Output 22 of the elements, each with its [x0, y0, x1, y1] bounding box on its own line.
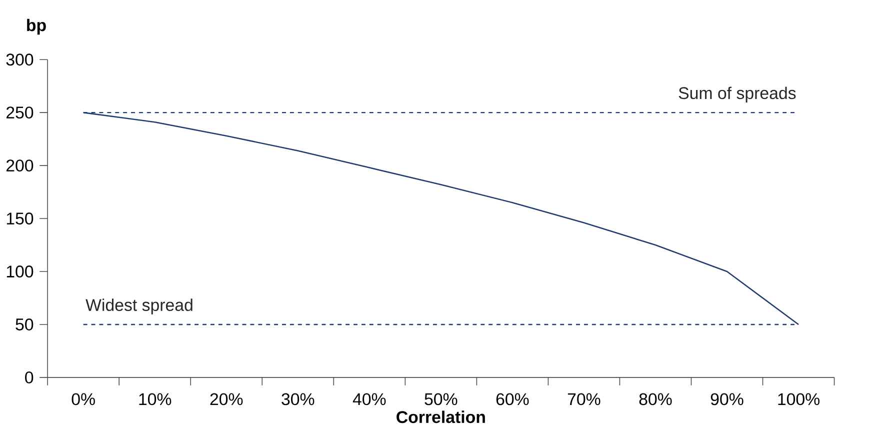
- x-tick-label: 60%: [496, 393, 529, 406]
- y-tick-label: 200: [6, 160, 34, 172]
- x-tick-label: 70%: [568, 393, 600, 406]
- ref-line-label: Widest spread: [86, 298, 192, 314]
- y-tick-label: 100: [6, 266, 34, 278]
- ref-line-label: Sum of spreads: [678, 86, 796, 102]
- y-tick-label: 250: [6, 106, 34, 119]
- y-axis-title: bp: [27, 18, 46, 35]
- x-tick-label: 10%: [139, 393, 172, 406]
- x-axis-title: Correlation: [396, 410, 485, 424]
- y-tick-label: 0: [25, 371, 34, 384]
- x-tick-label: 0%: [72, 393, 95, 406]
- x-tick-label: 100%: [778, 393, 820, 406]
- y-tick-label: 50: [16, 318, 34, 330]
- x-tick-label: 40%: [352, 393, 386, 406]
- x-tick-label: 50%: [424, 393, 458, 406]
- y-tick-label: 150: [6, 212, 34, 225]
- x-tick-label: 30%: [282, 393, 314, 406]
- y-tick-label: 300: [6, 54, 34, 66]
- x-tick-label: 80%: [639, 393, 672, 406]
- x-tick-label: 20%: [210, 393, 243, 406]
- x-tick-label: 90%: [710, 393, 744, 406]
